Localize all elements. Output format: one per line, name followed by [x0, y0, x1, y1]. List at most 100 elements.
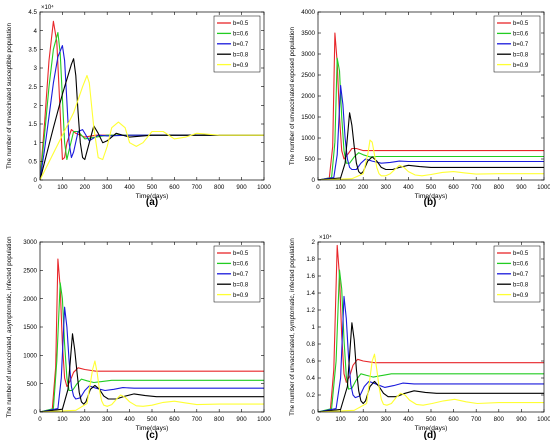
x-tick-label: 200 [80, 184, 91, 191]
y-tick-label: 2000 [23, 296, 37, 303]
y-tick-label: 0.6 [306, 358, 315, 365]
series-line-b=0.6 [40, 282, 264, 412]
y-tick-label: 0.4 [306, 375, 315, 382]
legend-entry: b=0.9 [513, 293, 529, 299]
series-line-b=0.9 [40, 360, 264, 412]
series-line-b=0.9 [318, 139, 544, 180]
panel-label: (b) [424, 197, 437, 208]
x-tick-label: 700 [471, 416, 482, 423]
legend-entry: b=0.9 [513, 63, 529, 69]
x-tick-label: 1000 [537, 416, 550, 423]
x-tick-label: 0 [38, 184, 42, 191]
legend-entry: b=0.5 [233, 251, 249, 257]
series-line-b=0.5 [40, 258, 264, 412]
y-tick-label: 500 [27, 381, 38, 388]
legend-entry: b=0.7 [233, 272, 249, 278]
x-tick-label: 400 [124, 416, 135, 423]
y-tick-label: 2 [312, 239, 316, 246]
legend-entry: b=0.6 [513, 32, 529, 38]
legend-entry: b=0.8 [513, 282, 529, 288]
x-tick-label: 1000 [257, 416, 271, 423]
x-tick-label: 900 [516, 184, 527, 191]
y-tick-label: 1000 [301, 135, 315, 142]
y-tick-label: 3000 [23, 239, 37, 246]
y-tick-label: 1000 [23, 353, 37, 360]
x-tick-label: 300 [381, 184, 392, 191]
chart-panel-c: 0 100 200 300 400 500 600 700 800 900 1000 0 500 1000… [6, 236, 271, 441]
x-tick-label: 800 [494, 184, 505, 191]
x-axis-label: Time(days) [415, 193, 448, 200]
x-tick-label: 200 [358, 184, 369, 191]
x-tick-label: 400 [403, 184, 414, 191]
x-tick-label: 800 [214, 184, 225, 191]
x-tick-label: 600 [448, 184, 459, 191]
y-tick-label: 4.5 [28, 9, 37, 16]
legend-entry: b=0.7 [513, 42, 529, 48]
axis-exponent-label: ×10⁴ [319, 234, 332, 241]
x-tick-label: 800 [494, 416, 505, 423]
y-tick-label: 1.4 [306, 290, 315, 297]
x-tick-label: 500 [147, 416, 158, 423]
y-tick-label: 4000 [301, 9, 315, 16]
legend-entry: b=0.5 [513, 251, 529, 257]
y-tick-label: 1.6 [306, 273, 315, 280]
y-tick-label: 1.2 [306, 307, 315, 314]
y-tick-label: 2500 [301, 72, 315, 79]
x-tick-label: 1000 [537, 184, 550, 191]
y-tick-label: 2000 [301, 93, 315, 100]
legend-entry: b=0.7 [233, 42, 249, 48]
x-tick-label: 500 [147, 184, 158, 191]
legend-entry: b=0.9 [233, 293, 249, 299]
chart-panel-b: 0 100 200 300 400 500 600 700 800 900 1000 0 500 1000… [289, 9, 550, 208]
x-tick-label: 100 [335, 416, 346, 423]
y-tick-label: 3000 [301, 51, 315, 58]
y-axis-label: The number of unvaccinated, asymptomatic… [6, 236, 13, 418]
x-tick-label: 100 [57, 184, 68, 191]
y-tick-label: 0 [34, 409, 38, 416]
legend-entry: b=0.6 [233, 32, 249, 38]
y-tick-label: 3500 [301, 30, 315, 37]
x-tick-label: 500 [426, 416, 437, 423]
x-tick-label: 900 [236, 184, 247, 191]
y-tick-label: 0 [34, 177, 38, 184]
x-tick-label: 500 [426, 184, 437, 191]
series-line-b=0.9 [318, 353, 544, 412]
x-tick-label: 700 [192, 184, 203, 191]
x-tick-label: 200 [80, 416, 91, 423]
legend: b=0.5 b=0.6 b=0.7 b=0.8 b=0.9 [213, 15, 261, 73]
series-line-b=0.8 [40, 58, 264, 180]
y-tick-label: 1.5 [28, 121, 37, 128]
y-tick-label: 0 [312, 409, 316, 416]
y-tick-label: 1 [34, 140, 38, 147]
legend-entry: b=0.5 [513, 21, 529, 27]
x-axis-label: Time(days) [415, 425, 448, 432]
x-tick-label: 700 [471, 184, 482, 191]
legend-entry: b=0.6 [513, 262, 529, 268]
legend-entry: b=0.8 [513, 52, 529, 58]
y-tick-label: 1500 [23, 324, 37, 331]
y-tick-label: 4 [34, 28, 38, 35]
y-tick-label: 2 [34, 103, 38, 110]
legend-entry: b=0.8 [233, 52, 249, 58]
y-tick-label: 0.2 [306, 392, 315, 399]
y-axis-label: The number of unvaccinated, symptomatic,… [289, 238, 296, 416]
x-tick-label: 600 [448, 416, 459, 423]
series-line-b=0.7 [318, 84, 544, 180]
x-axis-label: Time(days) [136, 193, 169, 200]
x-tick-label: 0 [316, 184, 320, 191]
x-tick-label: 700 [192, 416, 203, 423]
y-tick-label: 500 [305, 156, 316, 163]
x-axis-label: Time(days) [136, 425, 169, 432]
series-line-b=0.8 [40, 333, 264, 412]
x-tick-label: 400 [403, 416, 414, 423]
x-tick-label: 0 [316, 416, 320, 423]
series-line-b=0.8 [318, 322, 544, 412]
x-tick-label: 100 [57, 416, 68, 423]
y-tick-label: 2.5 [28, 84, 37, 91]
y-tick-label: 0.8 [306, 341, 315, 348]
legend: b=0.5 b=0.6 b=0.7 b=0.8 b=0.9 [493, 15, 541, 73]
x-tick-label: 300 [102, 416, 113, 423]
series-line-b=0.6 [40, 31, 264, 180]
series-line-b=0.9 [40, 74, 264, 180]
